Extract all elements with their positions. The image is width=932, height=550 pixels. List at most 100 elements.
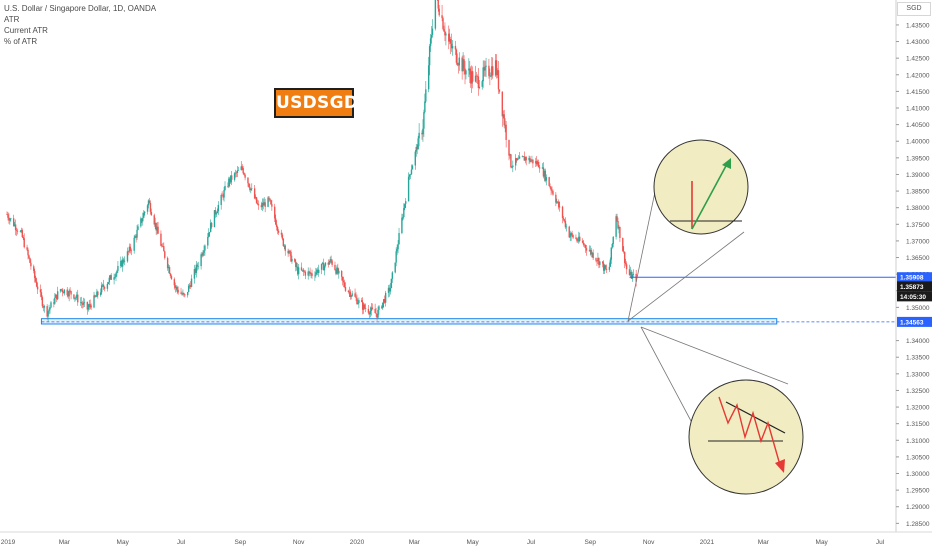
candle-body — [116, 270, 118, 274]
candle-body — [375, 312, 377, 314]
candle-body — [351, 293, 353, 296]
bullish-bubble — [653, 139, 749, 235]
candle-body — [102, 284, 105, 288]
candle-body — [280, 232, 283, 235]
candle-body — [97, 291, 99, 296]
candle-body — [488, 65, 490, 76]
candle-body — [384, 292, 387, 303]
candle-body — [107, 282, 110, 285]
candle-body — [296, 266, 299, 275]
candle-body — [603, 265, 606, 271]
candle-body — [241, 166, 243, 169]
candle-body — [267, 197, 269, 207]
candle-body — [552, 191, 554, 195]
candle-body — [538, 167, 541, 169]
candle-body — [445, 33, 447, 36]
candle-body — [55, 294, 57, 298]
candle-body — [46, 306, 48, 317]
candle-body — [323, 265, 326, 271]
candle-body — [154, 222, 156, 225]
candle-body — [382, 302, 384, 309]
candle-body — [195, 264, 198, 273]
candle-body — [404, 203, 406, 208]
candle-body — [370, 307, 373, 311]
candle-body — [457, 64, 460, 66]
candle-body — [207, 236, 209, 246]
candle-body — [301, 269, 304, 271]
candle-body — [155, 222, 157, 231]
candle-body — [625, 264, 628, 270]
candle-body — [108, 277, 111, 283]
candle-body — [530, 160, 532, 162]
y-tick-label: 1.30500 — [906, 454, 930, 461]
candle-body — [502, 114, 504, 117]
candle-body — [170, 276, 173, 280]
candle-body — [49, 307, 51, 310]
candle-body — [237, 170, 240, 171]
candle-body — [563, 219, 566, 221]
candle-body — [490, 75, 492, 77]
candle-body — [308, 271, 310, 273]
indicator-name[interactable]: ATR — [4, 15, 20, 24]
x-tick-label: 2020 — [350, 539, 365, 546]
candle-body — [335, 270, 337, 274]
candle-body — [87, 307, 89, 310]
candle-body — [184, 294, 186, 296]
candle-body — [408, 174, 411, 177]
candle-body — [425, 89, 427, 102]
candle-body — [381, 306, 383, 309]
candle-body — [403, 207, 405, 218]
currency-button[interactable]: SGD — [897, 2, 931, 16]
x-tick-label: Jul — [527, 539, 536, 546]
candle-body — [193, 269, 196, 279]
candle-body — [66, 289, 68, 296]
candle-body — [356, 297, 358, 305]
candle-body — [571, 233, 573, 236]
candle-body — [229, 178, 231, 183]
y-tick-label: 1.31000 — [906, 438, 930, 445]
candle-body — [101, 284, 104, 286]
candle-body — [141, 218, 143, 222]
candle-body — [209, 231, 211, 233]
candle-body — [492, 66, 494, 76]
candle-body — [143, 211, 146, 213]
candle-body — [117, 265, 119, 271]
candle-body — [434, 0, 437, 29]
candle-body — [120, 260, 122, 266]
candle-body — [15, 230, 18, 231]
candle-body — [398, 233, 400, 245]
candle-body — [497, 70, 500, 90]
candle-body — [524, 157, 526, 161]
candle-body — [602, 263, 605, 271]
candle-body — [244, 174, 246, 178]
candle-body — [350, 295, 352, 297]
time-axis[interactable]: 2019 Mar May Jul Sep Nov 2020 Mar May Jul Sep Nov 20… — [0, 531, 932, 546]
y-tick-label: 1.42500 — [906, 56, 930, 63]
candle-body — [367, 308, 370, 313]
symbol-title[interactable]: U.S. Dollar / Singapore Dollar, 1D, OAND… — [4, 4, 157, 13]
candle-body — [127, 251, 130, 252]
candle-body — [576, 238, 578, 241]
candle-body — [395, 251, 397, 263]
candle-body — [304, 271, 307, 276]
candle-body — [629, 271, 632, 276]
candle-body — [16, 230, 19, 232]
candle-body — [458, 57, 460, 66]
candle-body — [327, 262, 329, 265]
candle-body — [575, 237, 577, 239]
candle-body — [354, 293, 356, 297]
candle-body — [336, 267, 338, 274]
y-tick-label: 1.34000 — [906, 338, 930, 345]
candle-body — [34, 278, 37, 282]
support-zone-box[interactable] — [40, 318, 778, 325]
candle-body — [61, 289, 64, 293]
candle-body — [391, 272, 394, 279]
candle-body — [253, 188, 256, 199]
candle-body — [340, 270, 343, 277]
support-zone-layer — [40, 318, 896, 325]
candle-body — [276, 226, 279, 231]
candle-body — [531, 159, 533, 161]
candle-body — [100, 285, 103, 293]
